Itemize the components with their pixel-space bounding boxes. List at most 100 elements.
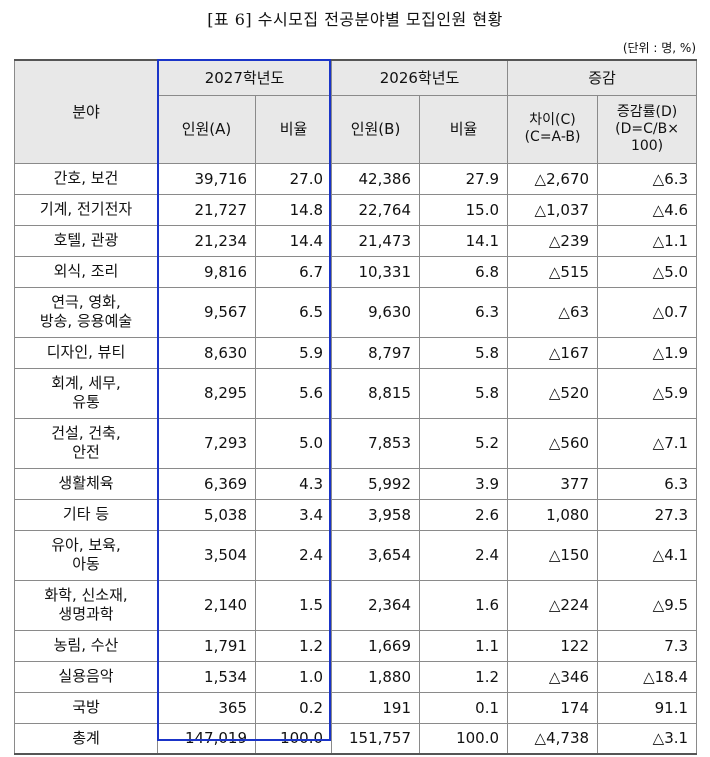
table-title: [표 6] 수시모집 전공분야별 모집인원 현황 <box>207 10 503 29</box>
count-2027-cell: 1,791 <box>157 629 256 662</box>
difference-cell: 1,080 <box>507 498 599 531</box>
difference-cell: △239 <box>507 224 599 257</box>
difference-cell: △346 <box>507 660 599 693</box>
count-2027-cell: 8,630 <box>157 336 256 369</box>
field-label: 기계, 전기전자 <box>39 200 133 218</box>
ratio-2027-cell: 6.7 <box>254 255 333 288</box>
field-cell: 기계, 전기전자 <box>14 193 158 226</box>
count-2027-cell: 365 <box>157 691 256 724</box>
ratio-2027-cell: 2.4 <box>254 529 333 581</box>
table-row: 유아, 보육, 아동 3,504 2.4 3,654 2.4 △150 △4.1 <box>14 529 698 581</box>
table-row: 외식, 조리 9,816 6.7 10,331 6.8 △515 △5.0 <box>14 255 698 288</box>
change-rate-cell: △18.4 <box>597 660 698 693</box>
difference-cell: 174 <box>507 691 599 724</box>
ratio-2027-cell: 1.5 <box>254 579 333 631</box>
count-2027-cell: 21,727 <box>157 193 256 226</box>
count-2026-cell: 7,853 <box>331 417 421 469</box>
change-rate-cell: △7.1 <box>597 417 698 469</box>
count-2026-cell: 151,757 <box>331 722 421 755</box>
count-2027-cell: 8,295 <box>157 367 256 419</box>
ratio-2027-cell: 5.0 <box>254 417 333 469</box>
field-label: 호텔, 관광 <box>53 231 119 249</box>
field-cell: 기타 등 <box>14 498 158 531</box>
ratio-2026-cell: 1.6 <box>419 579 509 631</box>
header-count-b: 인원(B) <box>331 94 421 164</box>
count-2027-cell: 9,816 <box>157 255 256 288</box>
ratio-2026-cell: 5.2 <box>419 417 509 469</box>
field-label: 실용음악 <box>58 667 114 685</box>
table-body: 간호, 보건 39,716 27.0 42,386 27.9 △2,670 △6.3 기계, … <box>14 162 698 755</box>
field-cell: 호텔, 관광 <box>14 224 158 257</box>
header-difference-line2: (C=A-B) <box>524 129 581 145</box>
change-rate-cell: 91.1 <box>597 691 698 724</box>
count-2027-cell: 6,369 <box>157 467 256 500</box>
table-row: 실용음악 1,534 1.0 1,880 1.2 △346 △18.4 <box>14 660 698 693</box>
header-change-rate: 증감률(D) (D=C/B× 100) <box>597 94 698 164</box>
difference-cell: 122 <box>507 629 599 662</box>
count-2026-cell: 191 <box>331 691 421 724</box>
field-cell: 디자인, 뷰티 <box>14 336 158 369</box>
ratio-2026-cell: 1.1 <box>419 629 509 662</box>
header-count-a: 인원(A) <box>157 94 256 164</box>
ratio-2027-cell: 0.2 <box>254 691 333 724</box>
field-label: 연극, 영화, <box>51 293 121 311</box>
difference-cell: △1,037 <box>507 193 599 226</box>
change-rate-cell: △0.7 <box>597 286 698 338</box>
header-difference: 차이(C) (C=A-B) <box>507 94 599 164</box>
table-row: 회계, 세무, 유통 8,295 5.6 8,815 5.8 △520 △5.9 <box>14 367 698 419</box>
unit-note: (단위 : 명, %) <box>622 41 696 55</box>
difference-cell: △2,670 <box>507 162 599 195</box>
ratio-2026-cell: 15.0 <box>419 193 509 226</box>
ratio-2026-cell: 100.0 <box>419 722 509 755</box>
ratio-2027-cell: 4.3 <box>254 467 333 500</box>
count-2027-cell: 5,038 <box>157 498 256 531</box>
change-rate-cell: △4.6 <box>597 193 698 226</box>
count-2026-cell: 3,654 <box>331 529 421 581</box>
field-label: 총계 <box>72 728 100 747</box>
table-row: 기계, 전기전자 21,727 14.8 22,764 15.0 △1,037 △4.6 <box>14 193 698 226</box>
ratio-2026-cell: 27.9 <box>419 162 509 195</box>
table-row: 총계 147,019 100.0 151,757 100.0 △4,738 △3.1 <box>14 722 698 755</box>
field-cell: 국방 <box>14 691 158 724</box>
count-2026-cell: 10,331 <box>331 255 421 288</box>
table-row: 연극, 영화, 방송, 응용예술 9,567 6.5 9,630 6.3 △63 △0.7 <box>14 286 698 338</box>
table-row: 농림, 수산 1,791 1.2 1,669 1.1 122 7.3 <box>14 629 698 662</box>
header-rate-line1: 증감률(D) <box>616 103 678 120</box>
difference-cell: △150 <box>507 529 599 581</box>
field-label: 방송, 응용예술 <box>39 312 133 330</box>
ratio-2026-cell: 5.8 <box>419 336 509 369</box>
field-label: 화학, 신소재, <box>44 586 128 604</box>
table-row: 간호, 보건 39,716 27.0 42,386 27.9 △2,670 △6.3 <box>14 162 698 195</box>
count-2026-cell: 8,815 <box>331 367 421 419</box>
field-label: 생명과학 <box>58 605 114 623</box>
header-ratio-2027: 비율 <box>254 94 333 164</box>
field-cell: 간호, 보건 <box>14 162 158 195</box>
table-row: 화학, 신소재, 생명과학 2,140 1.5 2,364 1.6 △224 △9.5 <box>14 579 698 631</box>
field-cell: 유아, 보육, 아동 <box>14 529 158 581</box>
change-rate-cell: △5.9 <box>597 367 698 419</box>
header-ratio-2026: 비율 <box>419 94 509 164</box>
ratio-2027-cell: 3.4 <box>254 498 333 531</box>
header-difference-line1: 차이(C) <box>529 112 576 128</box>
difference-cell: △520 <box>507 367 599 419</box>
field-cell: 연극, 영화, 방송, 응용예술 <box>14 286 158 338</box>
ratio-2027-cell: 14.4 <box>254 224 333 257</box>
count-2026-cell: 1,880 <box>331 660 421 693</box>
count-2026-cell: 42,386 <box>331 162 421 195</box>
header-year-2026: 2026학년도 <box>331 59 509 96</box>
count-2027-cell: 7,293 <box>157 417 256 469</box>
ratio-2027-cell: 6.5 <box>254 286 333 338</box>
field-label: 디자인, 뷰티 <box>46 343 126 361</box>
count-2026-cell: 3,958 <box>331 498 421 531</box>
ratio-2027-cell: 14.8 <box>254 193 333 226</box>
count-2026-cell: 2,364 <box>331 579 421 631</box>
count-2026-cell: 21,473 <box>331 224 421 257</box>
change-rate-cell: △3.1 <box>597 722 698 755</box>
field-cell: 농림, 수산 <box>14 629 158 662</box>
change-rate-cell: △1.1 <box>597 224 698 257</box>
difference-cell: △560 <box>507 417 599 469</box>
field-cell: 총계 <box>14 722 158 755</box>
table-row: 기타 등 5,038 3.4 3,958 2.6 1,080 27.3 <box>14 498 698 531</box>
difference-cell: △515 <box>507 255 599 288</box>
ratio-2027-cell: 5.9 <box>254 336 333 369</box>
